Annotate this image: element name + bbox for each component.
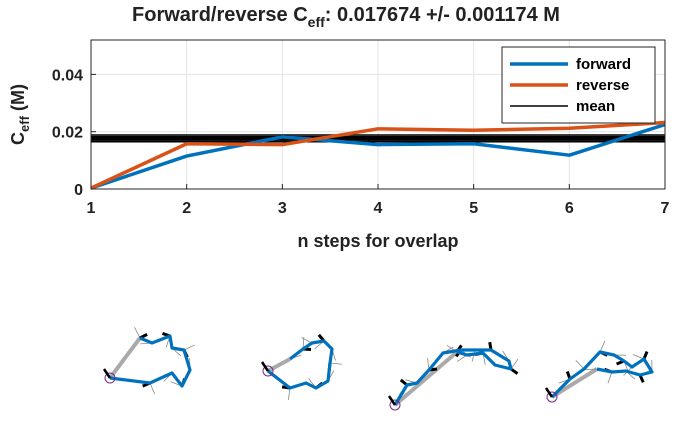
closure-bond xyxy=(393,350,459,407)
chart-title: Forward/reverse Ceff: 0.017674 +/- 0.001… xyxy=(132,4,560,30)
legend-label-mean: mean xyxy=(576,98,615,115)
legend-label-reverse: reverse xyxy=(576,77,629,94)
y-tick-label: 0.02 xyxy=(52,125,83,142)
y-axis-label: Ceff (M) xyxy=(8,84,32,145)
y-tick-label: 0 xyxy=(74,182,83,199)
origin-marker xyxy=(262,365,274,377)
backbone xyxy=(393,348,513,406)
backbone xyxy=(109,334,192,388)
backbone xyxy=(267,339,334,390)
origin-marker xyxy=(104,372,116,384)
origin-bar xyxy=(102,368,112,379)
x-tick-label: 4 xyxy=(374,200,383,217)
side-stick xyxy=(301,337,313,344)
x-tick-label: 7 xyxy=(661,200,670,217)
series-line-forward xyxy=(90,122,666,190)
x-tick-label: 2 xyxy=(182,200,191,217)
side-stick xyxy=(329,362,342,365)
x-tick-label: 5 xyxy=(469,200,478,217)
closure-bond xyxy=(108,336,142,380)
structure-thumbnails xyxy=(102,327,654,411)
x-tick-label: 3 xyxy=(278,200,287,217)
mean-lines xyxy=(91,134,665,143)
closure-bond xyxy=(267,357,291,373)
backbone xyxy=(550,350,654,399)
origin-bar xyxy=(260,361,270,372)
side-stick xyxy=(471,349,476,362)
side-stick xyxy=(287,387,291,400)
side-stick xyxy=(575,359,585,370)
series-line-reverse xyxy=(90,120,666,190)
side-stick xyxy=(183,344,196,351)
structure-1 xyxy=(102,327,196,395)
origin-bar xyxy=(387,395,397,406)
side-stick xyxy=(632,354,645,360)
x-tick-label: 1 xyxy=(87,200,96,217)
side-stick xyxy=(607,371,613,384)
side-stick xyxy=(584,368,598,371)
structure-2 xyxy=(260,333,342,400)
origin-bar xyxy=(544,387,554,398)
legend-label-forward: forward xyxy=(576,56,631,73)
origin-marker xyxy=(546,391,558,403)
side-stick xyxy=(599,340,606,353)
side-stick xyxy=(134,327,141,339)
origin-marker xyxy=(389,399,401,411)
side-stick xyxy=(149,382,156,395)
series-lines xyxy=(90,120,666,190)
x-tick-label: 6 xyxy=(565,200,574,217)
structure-4 xyxy=(544,340,654,403)
structure-3 xyxy=(387,341,519,411)
closure-bond xyxy=(550,367,599,399)
y-tick-label: 0.04 xyxy=(52,67,83,84)
legend: forward reverse mean xyxy=(501,46,656,124)
axis-ticks: 1 2 3 4 5 6 7 0 0.02 0.04 xyxy=(52,67,670,217)
x-axis-label: n steps for overlap xyxy=(297,231,458,251)
